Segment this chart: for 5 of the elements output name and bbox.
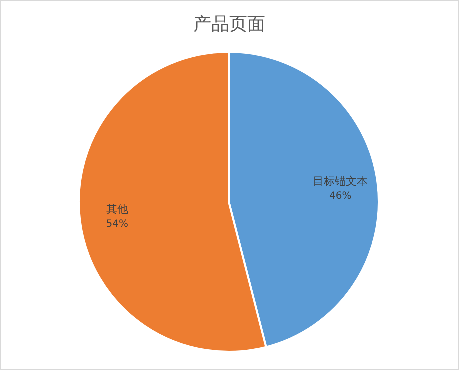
chart-title: 产品页面 (194, 14, 266, 35)
data-label: 46% (329, 190, 352, 202)
slice-label: 其他 (106, 203, 128, 216)
data-label: 54% (106, 219, 129, 230)
slice-label: 目标锚文本 (313, 174, 368, 188)
